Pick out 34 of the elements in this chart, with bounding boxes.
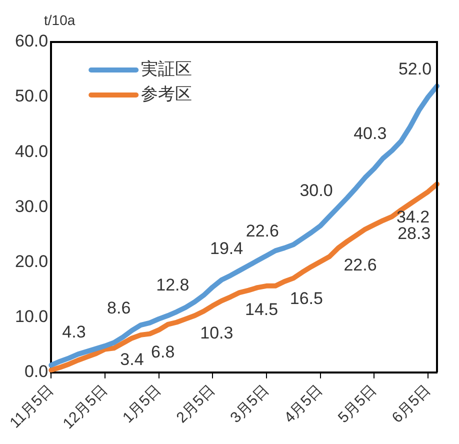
data-label: 30.0 [300, 180, 333, 200]
y-tick-label: 0.0 [24, 362, 48, 382]
data-label: 40.3 [354, 124, 387, 144]
x-tick-label: 11月5日 [6, 381, 57, 432]
data-label: 12.8 [156, 276, 190, 295]
x-tick-label: 12月5日 [60, 381, 111, 432]
x-tick-label: 4月5日 [281, 381, 326, 426]
y-tick-label: 50.0 [14, 86, 48, 106]
y-tick-label: 10.0 [14, 306, 48, 326]
x-tick-label: 2月5日 [173, 381, 218, 426]
x-tick-label: 6月5日 [388, 381, 434, 426]
data-label: 22.6 [246, 222, 279, 241]
data-label: 8.6 [107, 298, 131, 318]
data-label: 52.0 [398, 60, 432, 79]
data-label: 6.8 [151, 342, 175, 362]
data-label: 19.4 [210, 239, 244, 258]
y-tick-label: 30.0 [14, 196, 48, 216]
data-label: 10.3 [200, 323, 234, 342]
y-tick-label: 60.0 [14, 32, 48, 51]
x-tick-label: 1月5日 [120, 381, 165, 426]
y-tick-label: 20.0 [14, 252, 48, 271]
data-label: 28.3 [398, 224, 431, 244]
data-label: 22.6 [344, 256, 377, 275]
legend-label: 参考区 [141, 84, 192, 104]
data-label: 16.5 [290, 289, 323, 308]
data-label: 4.3 [62, 322, 86, 342]
data-label: 14.5 [245, 300, 278, 320]
x-tick-label: 5月5日 [334, 381, 380, 426]
data-label: 34.2 [396, 208, 430, 227]
x-tick-label: 3月5日 [227, 381, 272, 426]
y-tick-label: 40.0 [14, 142, 48, 161]
data-label: 3.4 [120, 350, 144, 370]
legend-label: 実証区 [141, 60, 192, 79]
y-axis-title: t/10a [44, 12, 76, 28]
